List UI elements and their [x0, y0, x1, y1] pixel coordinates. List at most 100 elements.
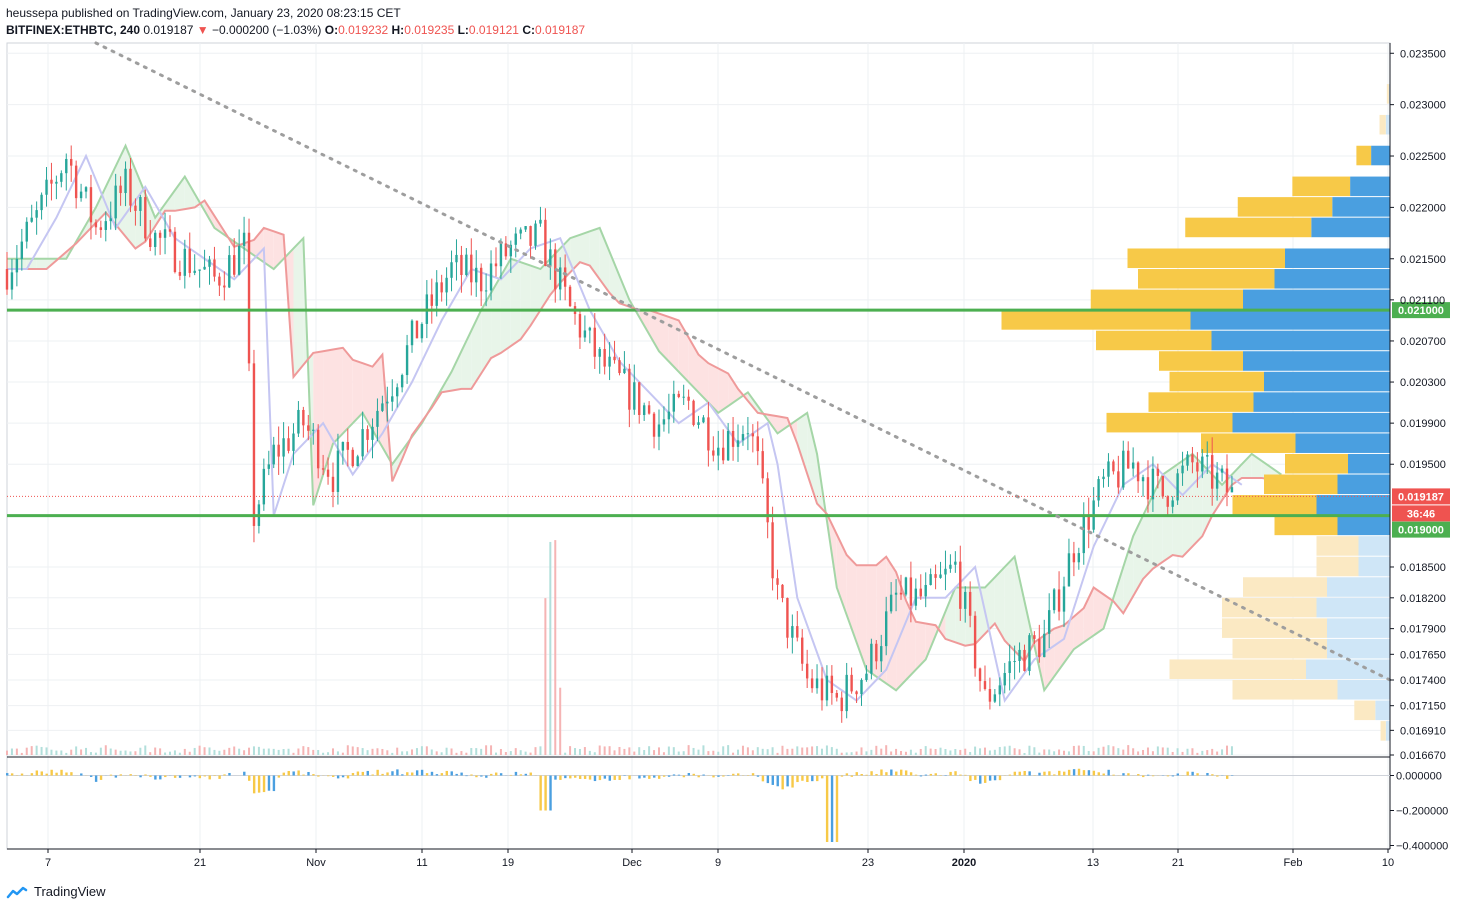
volume-bar — [40, 746, 43, 755]
candle-body — [845, 674, 848, 712]
volume-bar — [954, 749, 957, 755]
oscillator-bar — [855, 772, 858, 776]
volume-bar — [1206, 750, 1209, 755]
cloud-segment — [1004, 556, 1015, 651]
time-axis-label: 23 — [862, 857, 874, 869]
candle-body — [1062, 586, 1066, 612]
oscillator-bar — [411, 772, 414, 776]
candle-body — [751, 433, 755, 437]
cloud-segment — [777, 416, 788, 434]
candle-body — [435, 282, 438, 306]
candle-body — [124, 168, 127, 194]
price-axis-label: 0.020700 — [1400, 336, 1446, 348]
volume-bar — [737, 749, 740, 755]
candle-body — [139, 197, 142, 211]
down-triangle-icon: ▼ — [196, 23, 209, 37]
vp-row-up — [1274, 515, 1338, 536]
candle-body — [158, 232, 162, 238]
candle-body — [578, 314, 582, 338]
oscillator-bar — [386, 772, 389, 776]
vp-row-up — [1264, 474, 1338, 495]
volume-bar — [104, 745, 107, 755]
cloud-segment — [1123, 536, 1134, 614]
volume-bar — [1156, 746, 1159, 755]
oscillator-bar — [351, 772, 355, 776]
volume-bar — [1112, 746, 1115, 755]
candle-body — [45, 179, 48, 195]
volume-bar — [351, 746, 354, 755]
oscillator-bar — [791, 775, 794, 788]
volume-bar — [1028, 745, 1031, 755]
candle-body — [870, 643, 873, 674]
symbol-label: BITFINEX:ETHBTC, 240 — [6, 23, 141, 37]
oscillator-bar — [979, 775, 982, 784]
volume-bar — [1226, 745, 1229, 755]
cloud-segment — [886, 556, 897, 691]
candle-body — [153, 232, 157, 247]
volume-bar — [203, 747, 206, 755]
volume-bar — [396, 747, 399, 755]
candle-body — [865, 673, 868, 680]
oscillator-bar — [865, 774, 868, 776]
candle-body — [297, 409, 300, 434]
oscillator-bar — [638, 775, 641, 779]
volume-bar — [1102, 746, 1105, 755]
volume-bar — [450, 748, 453, 755]
volume-bar — [25, 747, 28, 755]
oscillator-bar — [885, 772, 888, 776]
volume-bar — [1033, 747, 1036, 755]
volume-bar — [593, 752, 596, 755]
vp-row-down — [1316, 597, 1390, 618]
volume-bar — [929, 748, 932, 755]
volume-bar — [687, 745, 690, 755]
volume-bar — [934, 749, 937, 755]
oscillator-bar — [55, 772, 58, 776]
candle-body — [904, 577, 908, 595]
cloud-segment — [36, 258, 47, 270]
candle-body — [776, 578, 779, 585]
vp-row-up — [1232, 495, 1317, 515]
oscillator-bar — [870, 771, 873, 776]
candle-body — [396, 387, 399, 397]
vp-row-up — [1106, 412, 1233, 433]
vp-row-up — [1316, 536, 1359, 556]
volume-bar — [1122, 749, 1125, 755]
oscillator-bar — [816, 775, 819, 782]
candle-body — [470, 254, 473, 283]
volume-bar — [366, 750, 369, 755]
volume-bar — [855, 751, 858, 755]
oscillator-bar — [771, 775, 774, 785]
candle-body — [20, 241, 24, 259]
oscillator-bar — [1137, 774, 1140, 776]
candle-body — [1052, 589, 1056, 611]
oscillator-bar — [1206, 772, 1209, 776]
oscillator-bar — [1013, 771, 1017, 776]
volume-bar — [401, 751, 404, 755]
candle-body — [233, 255, 236, 275]
senkou-span-a — [7, 143, 1282, 693]
cloud-segment — [609, 251, 620, 304]
volume-bar — [356, 747, 359, 755]
oscillator-bar — [895, 771, 898, 776]
cloud-segment — [1073, 608, 1084, 650]
tradingview-logo-icon — [6, 886, 28, 898]
candle-body — [193, 270, 196, 273]
volume-bar — [470, 748, 473, 755]
volume-bar — [336, 751, 339, 755]
vp-row-up — [1169, 371, 1264, 392]
candle-body — [889, 594, 893, 612]
candle-body — [1146, 477, 1150, 500]
candle-body — [479, 267, 483, 292]
time-axis-label: Nov — [306, 857, 326, 869]
candle-body — [993, 694, 997, 702]
candle-body — [825, 675, 829, 701]
vp-row-down — [1385, 114, 1390, 135]
oscillator-bar — [317, 775, 320, 777]
volume-bar — [988, 750, 991, 755]
oscillator-bar — [129, 774, 132, 776]
oscillator-bar — [1196, 773, 1199, 776]
oscillator-bar — [929, 773, 933, 776]
oscillator-bar — [919, 775, 923, 777]
volume-bar — [727, 745, 730, 755]
